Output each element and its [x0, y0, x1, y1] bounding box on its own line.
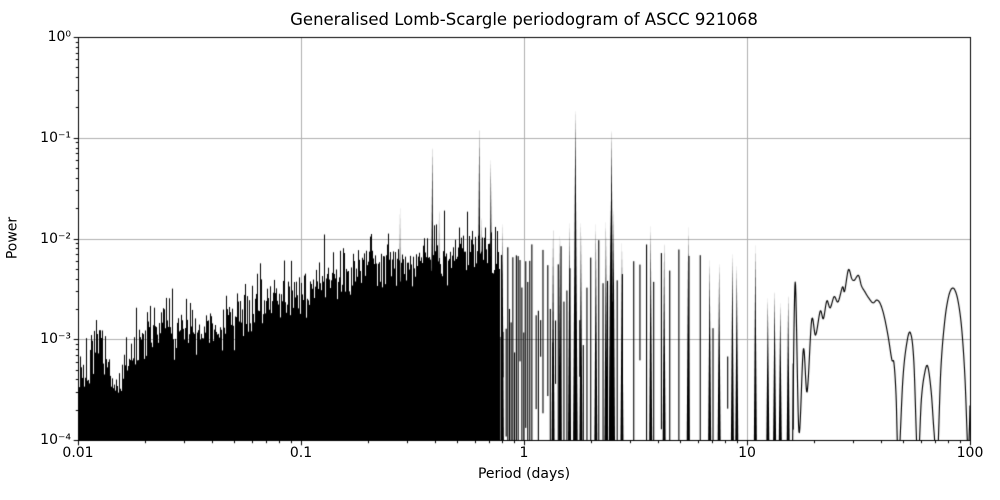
- x-axis-label: Period (days): [477, 466, 571, 482]
- y-tick-label-10⁻¹: 10⁻¹: [40, 129, 71, 146]
- y-axis-label: Power: [4, 216, 21, 260]
- x-tick-label-1: 1: [519, 445, 529, 461]
- y-tick-label-10⁰: 10⁰: [47, 29, 71, 45]
- y-tick-label-10⁻³: 10⁻³: [40, 331, 71, 348]
- x-tick-label-100: 100: [956, 445, 984, 461]
- y-tick-label-10⁻⁴: 10⁻⁴: [40, 432, 71, 448]
- x-tick-label-0.01: 0.01: [62, 445, 94, 461]
- x-tick-label-10: 10: [738, 445, 756, 461]
- y-tick-label-10⁻²: 10⁻²: [40, 230, 71, 247]
- chart-title: Generalised Lomb-Scargle periodogram of …: [290, 10, 758, 29]
- x-tick-label-0.1: 0.1: [289, 445, 313, 461]
